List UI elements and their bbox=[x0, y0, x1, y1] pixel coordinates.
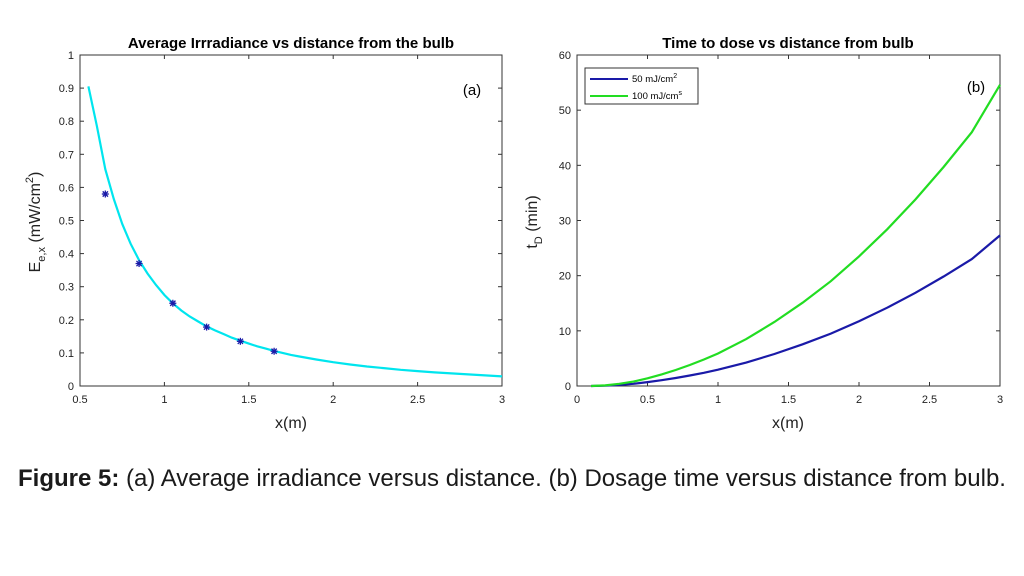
panel-a-marker bbox=[236, 337, 244, 345]
panel-b-series-line-1 bbox=[591, 84, 1001, 388]
panel-b-xtick-label: 3 bbox=[997, 394, 1003, 406]
panel-b-ytick-label: 50 bbox=[559, 105, 571, 117]
panel-a-xtick-label: 1 bbox=[161, 394, 167, 406]
panel-b-ytick-label: 20 bbox=[559, 271, 571, 283]
legend-label-50: 50 mJ/cm2 bbox=[632, 73, 677, 85]
panel-a-ytick-label: 0.2 bbox=[59, 315, 74, 327]
panel-a-xtick-label: 3 bbox=[499, 394, 505, 406]
legend-label-100: 100 mJ/cms bbox=[632, 90, 682, 102]
panel-a-marker bbox=[101, 190, 109, 198]
panel-a-ytick-label: 0.9 bbox=[59, 83, 74, 95]
panel-a-xtick-label: 1.5 bbox=[241, 394, 256, 406]
panel-b-ytick-label: 60 bbox=[559, 50, 571, 62]
caption-label: Figure 5: bbox=[18, 465, 120, 492]
panel-b-plot-area bbox=[576, 54, 1001, 387]
panel-b-ytick-label: 0 bbox=[565, 381, 571, 393]
panel-b-label: (b) bbox=[967, 79, 985, 96]
panel-a-ticks: 0.5 1 1.5 2 2.5 3 0 0.1 0.2 0.3 0.4 0.5 0.6 0.7 0.8 0.9… bbox=[59, 50, 505, 406]
panel-b-xtick-label: 2 bbox=[856, 394, 862, 406]
panel-b-ytick-label: 30 bbox=[559, 216, 571, 228]
panel-a-xlabel: x(m) bbox=[275, 415, 307, 432]
panel-b-xtick-label: 1.5 bbox=[781, 394, 796, 406]
panel-b-legend: 50 mJ/cm2 100 mJ/cms bbox=[584, 67, 699, 105]
panel-a-measured-points bbox=[101, 190, 278, 355]
panel-a-ytick-label: 0.8 bbox=[59, 116, 74, 128]
panel-a-marker bbox=[169, 299, 177, 307]
panel-a-xtick-label: 0.5 bbox=[72, 394, 87, 406]
panel-a-ytick-label: 0 bbox=[68, 381, 74, 393]
panel-a-xtick-label: 2 bbox=[330, 394, 336, 406]
panel-b-title: Time to dose vs distance from bulb bbox=[662, 35, 913, 52]
panel-a-marker bbox=[270, 347, 278, 355]
caption-text: (a) Average irradiance versus distance. … bbox=[119, 465, 1006, 492]
figure-caption: Figure 5: (a) Average irradiance versus … bbox=[0, 463, 1024, 495]
panel-a-plot-area bbox=[79, 54, 503, 387]
panel-a-ytick-label: 0.1 bbox=[59, 348, 74, 360]
panel-a-irradiance: Average Irrradiance vs distance from the… bbox=[24, 35, 505, 432]
panel-a-ytick-label: 0.5 bbox=[59, 216, 74, 228]
panel-a-ytick-label: 0.3 bbox=[59, 282, 74, 294]
panel-a-marker bbox=[135, 260, 143, 268]
panel-b-xtick-label: 2.5 bbox=[922, 394, 937, 406]
panel-a-ytick-label: 1 bbox=[68, 50, 74, 62]
panel-a-title: Average Irrradiance vs distance from the… bbox=[128, 35, 454, 52]
panel-a-marker bbox=[203, 323, 211, 331]
panel-a-ytick-label: 0.4 bbox=[59, 249, 74, 261]
panel-a-ytick-label: 0.6 bbox=[59, 182, 74, 194]
panel-b-series-line-0 bbox=[591, 234, 1001, 388]
panel-b-xtick-label: 1 bbox=[715, 394, 721, 406]
panel-a-ylabel: Ee,x (mW/cm2) bbox=[24, 172, 48, 273]
panel-a-label: (a) bbox=[463, 82, 481, 99]
panel-b-xtick-label: 0 bbox=[574, 394, 580, 406]
panel-b-ytick-label: 40 bbox=[559, 160, 571, 172]
panel-b-xtick-label: 0.5 bbox=[640, 394, 655, 406]
panel-b-ytick-label: 10 bbox=[559, 326, 571, 338]
panel-b-xlabel: x(m) bbox=[772, 415, 804, 432]
panel-a-xtick-label: 2.5 bbox=[410, 394, 425, 406]
panel-a-ytick-label: 0.7 bbox=[59, 149, 74, 161]
panel-b-dose-time: Time to dose vs distance from bulb 0 0.5 1… bbox=[524, 35, 1003, 432]
panel-b-series-lines bbox=[591, 84, 1001, 388]
panel-b-ylabel: tD (min) bbox=[524, 195, 545, 248]
